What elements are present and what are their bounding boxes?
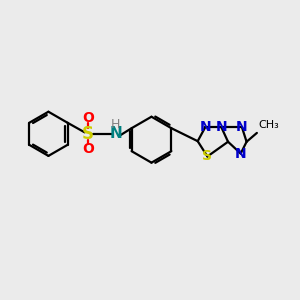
Text: N: N <box>235 146 247 161</box>
Text: CH₃: CH₃ <box>258 120 279 130</box>
Text: S: S <box>202 149 212 164</box>
Text: N: N <box>215 120 227 134</box>
Text: S: S <box>82 125 94 143</box>
Text: N: N <box>236 120 248 134</box>
Text: N: N <box>110 126 122 141</box>
Text: O: O <box>82 142 94 156</box>
Text: H: H <box>111 118 120 131</box>
Text: N: N <box>200 120 211 134</box>
Text: O: O <box>82 112 94 125</box>
